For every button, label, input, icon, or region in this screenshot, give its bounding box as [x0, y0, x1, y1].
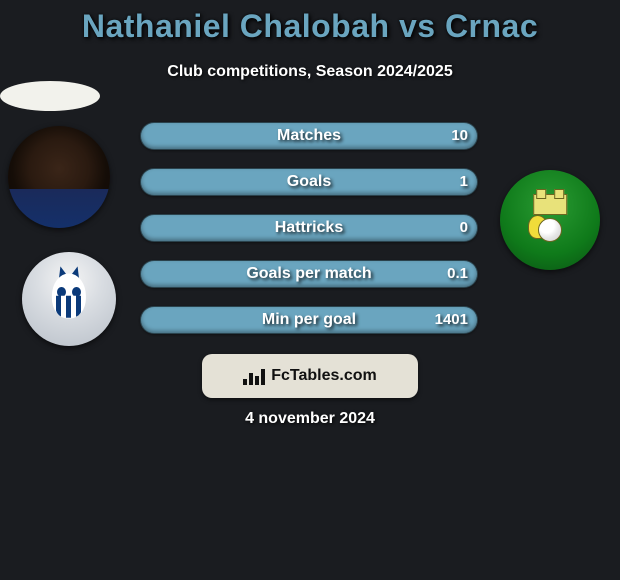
stat-right-value: 10 — [451, 122, 468, 150]
stat-row: Matches10 — [140, 122, 478, 150]
brand-label: FcTables.com — [271, 367, 377, 385]
owl-icon — [36, 261, 102, 336]
subtitle: Club competitions, Season 2024/2025 — [0, 63, 620, 81]
stat-right-value: 1 — [460, 168, 468, 196]
stats-table: Matches10Goals1Hattricks0Goals per match… — [140, 122, 478, 352]
stat-right-value: 1401 — [435, 306, 468, 334]
comparison-card: Nathaniel Chalobah vs Crnac Club competi… — [0, 0, 620, 580]
stat-label: Hattricks — [140, 214, 478, 242]
brand-chip[interactable]: FcTables.com — [202, 354, 418, 398]
stat-label: Goals per match — [140, 260, 478, 288]
page-title: Nathaniel Chalobah vs Crnac — [0, 0, 620, 45]
club-crest-left — [22, 252, 116, 346]
player-right-avatar — [0, 81, 100, 111]
stat-row: Goals per match0.1 — [140, 260, 478, 288]
stat-row: Goals1 — [140, 168, 478, 196]
stat-label: Matches — [140, 122, 478, 150]
stat-label: Goals — [140, 168, 478, 196]
stat-row: Hattricks0 — [140, 214, 478, 242]
club-crest-right — [500, 170, 600, 270]
canary-icon — [510, 180, 590, 260]
stat-label: Min per goal — [140, 306, 478, 334]
bar-chart-icon — [243, 367, 265, 385]
stat-right-value: 0 — [460, 214, 468, 242]
player-photo-placeholder — [8, 126, 110, 228]
date-label: 4 november 2024 — [0, 410, 620, 428]
stat-right-value: 0.1 — [447, 260, 468, 288]
stat-row: Min per goal1401 — [140, 306, 478, 334]
player-left-avatar — [8, 126, 110, 228]
